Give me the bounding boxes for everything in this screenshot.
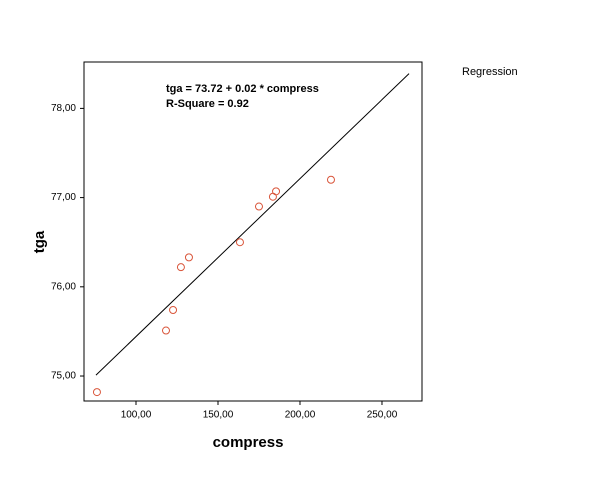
legend-label: Regression [462, 66, 518, 78]
plot-frame [83, 61, 423, 402]
data-point [184, 253, 193, 262]
y-tick-label: 75,00 [51, 371, 76, 382]
x-tick-label: 200,00 [285, 410, 316, 421]
data-point [169, 306, 178, 315]
data-point [254, 202, 263, 211]
data-point [176, 263, 185, 272]
y-tick-label: 76,00 [51, 281, 76, 292]
y-tick-label: 77,00 [51, 192, 76, 203]
annotation: tga = 73.72 + 0.02 * compress [166, 83, 319, 95]
data-point [326, 175, 335, 184]
data-point [235, 238, 244, 247]
x-tick-label: 250,00 [367, 410, 398, 421]
data-point [161, 326, 170, 335]
x-axis-label: compress [213, 434, 284, 451]
annotation: R-Square = 0.92 [166, 98, 249, 110]
y-tick-label: 78,00 [51, 103, 76, 114]
y-axis-label: tga [31, 230, 48, 253]
data-point [272, 187, 281, 196]
x-tick-label: 150,00 [203, 410, 234, 421]
data-point [92, 388, 101, 397]
regression-line [95, 73, 410, 376]
x-tick-label: 100,00 [121, 410, 152, 421]
data-point [268, 192, 277, 201]
